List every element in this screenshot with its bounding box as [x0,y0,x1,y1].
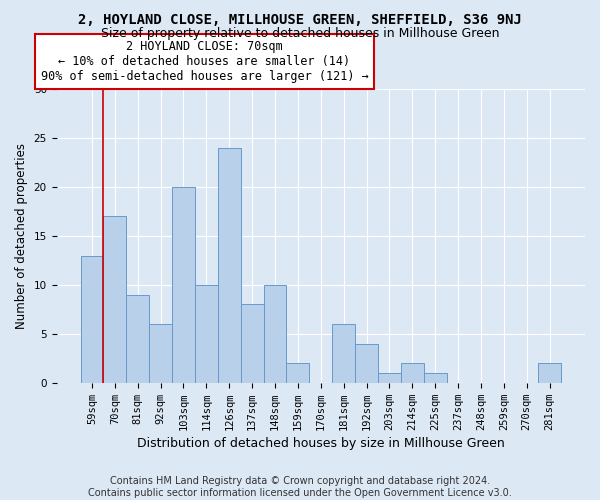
Bar [355,344,378,383]
Bar [538,363,561,383]
Bar [172,187,195,383]
Bar [424,373,446,383]
Bar [149,324,172,383]
Bar [195,285,218,383]
Bar [218,148,241,383]
Text: Size of property relative to detached houses in Millhouse Green: Size of property relative to detached ho… [101,28,499,40]
Bar [103,216,127,383]
Text: 2, HOYLAND CLOSE, MILLHOUSE GREEN, SHEFFIELD, S36 9NJ: 2, HOYLAND CLOSE, MILLHOUSE GREEN, SHEFF… [78,12,522,26]
Y-axis label: Number of detached properties: Number of detached properties [15,143,28,329]
Bar [241,304,263,383]
Bar [332,324,355,383]
X-axis label: Distribution of detached houses by size in Millhouse Green: Distribution of detached houses by size … [137,437,505,450]
Bar [286,363,310,383]
Text: 2 HOYLAND CLOSE: 70sqm
← 10% of detached houses are smaller (14)
90% of semi-det: 2 HOYLAND CLOSE: 70sqm ← 10% of detached… [41,40,368,83]
Text: Contains HM Land Registry data © Crown copyright and database right 2024.
Contai: Contains HM Land Registry data © Crown c… [88,476,512,498]
Bar [263,285,286,383]
Bar [378,373,401,383]
Bar [401,363,424,383]
Bar [127,294,149,383]
Bar [80,256,103,383]
